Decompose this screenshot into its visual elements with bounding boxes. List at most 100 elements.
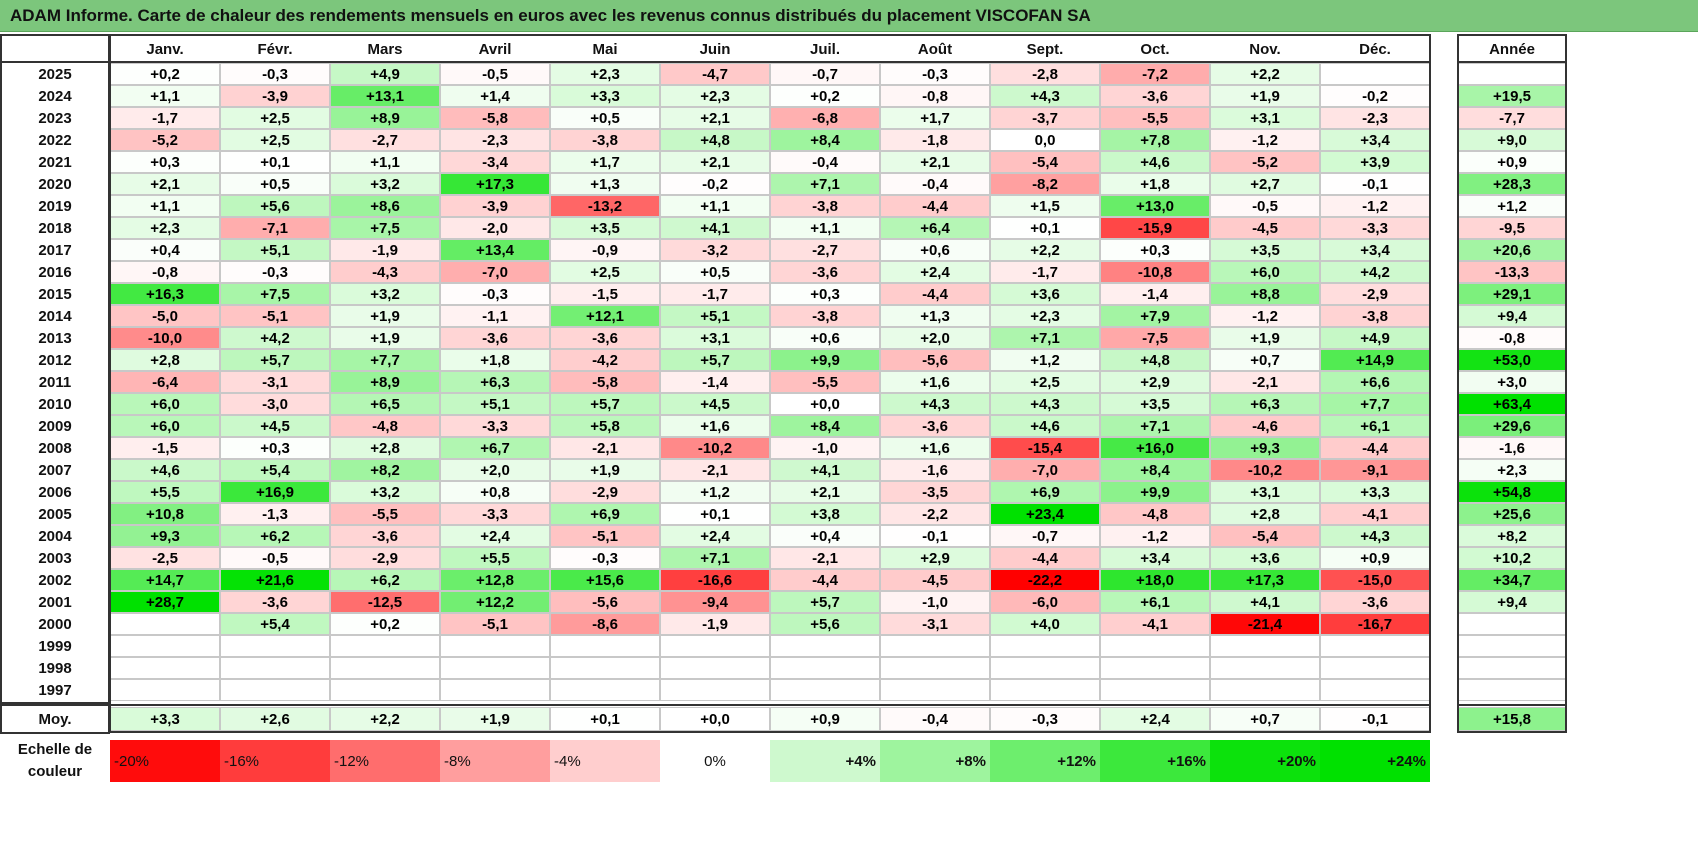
heatmap-cell: +2,1: [110, 173, 220, 195]
heatmap-cell: [880, 635, 990, 657]
heatmap-cell: +9,9: [1100, 481, 1210, 503]
year-label: 2008: [38, 439, 72, 457]
heatmap-cell: -6,8: [770, 107, 880, 129]
annual-cell: +25,6: [1458, 503, 1566, 525]
heatmap-cell: [1210, 635, 1320, 657]
heatmap-cell: +0,2: [110, 63, 220, 85]
heatmap-cell: +6,0: [110, 393, 220, 415]
annual-cell: +34,7: [1458, 569, 1566, 591]
heatmap-cell: +5,7: [550, 393, 660, 415]
heatmap-cell: -5,1: [440, 613, 550, 635]
average-cell: +0,0: [660, 707, 770, 731]
heatmap-cell: -4,4: [1320, 437, 1430, 459]
annual-cell: +3,0: [1458, 371, 1566, 393]
heatmap-cell: -3,6: [550, 327, 660, 349]
annual-cell: +19,5: [1458, 85, 1566, 107]
heatmap-cell: -5,4: [990, 151, 1100, 173]
heatmap-cell: +0,5: [550, 107, 660, 129]
year-label: 2022: [38, 131, 72, 149]
heatmap-cell: -3,6: [770, 261, 880, 283]
header-separator: [0, 61, 1430, 63]
color-scale-step: -8%: [440, 740, 550, 782]
heatmap-cell: +2,9: [880, 547, 990, 569]
heatmap-cell: -2,3: [440, 129, 550, 151]
heatmap-cell: +7,8: [1100, 129, 1210, 151]
heatmap-cell: +1,1: [770, 217, 880, 239]
year-label: 2012: [38, 351, 72, 369]
annual-cell: +9,4: [1458, 305, 1566, 327]
heatmap-cell: -8,2: [990, 173, 1100, 195]
heatmap-cell: +8,2: [330, 459, 440, 481]
column-header: Mars: [330, 36, 440, 62]
heatmap-cell: -3,0: [220, 393, 330, 415]
year-label: 2001: [38, 593, 72, 611]
heatmap-cell: -4,3: [330, 261, 440, 283]
heatmap-cell: -1,2: [1100, 525, 1210, 547]
heatmap-cell: -9,1: [1320, 459, 1430, 481]
heatmap-cell: +12,2: [440, 591, 550, 613]
annual-average-separator: [1458, 704, 1566, 706]
heatmap-cell: [220, 679, 330, 701]
heatmap-cell: -3,7: [990, 107, 1100, 129]
heatmap-cell: +0,5: [660, 261, 770, 283]
year-label: 2004: [38, 527, 72, 545]
year-label: 2002: [38, 571, 72, 589]
heatmap-cell: +16,0: [1100, 437, 1210, 459]
heatmap-cell: +1,9: [1210, 327, 1320, 349]
heatmap-cell: +1,6: [880, 371, 990, 393]
heatmap-cell: -15,4: [990, 437, 1100, 459]
heatmap-cell: +1,2: [660, 481, 770, 503]
heatmap-cell: -1,4: [660, 371, 770, 393]
heatmap-cell: +4,9: [330, 63, 440, 85]
annual-cell: [1458, 679, 1566, 701]
heatmap-cell: +5,4: [220, 459, 330, 481]
column-header: Avril: [440, 36, 550, 62]
heatmap-cell: -3,1: [880, 613, 990, 635]
average-label: Moy.: [38, 710, 72, 728]
annual-cell: +63,4: [1458, 393, 1566, 415]
heatmap-cell: -2,1: [770, 547, 880, 569]
heatmap-cell: +0,6: [880, 239, 990, 261]
heatmap-cell: -5,8: [550, 371, 660, 393]
heatmap-cell: -2,9: [1320, 283, 1430, 305]
column-header: Sept.: [990, 36, 1100, 62]
color-scale-step: +12%: [990, 740, 1100, 782]
color-scale-step: -16%: [220, 740, 330, 782]
column-header: Juin: [660, 36, 770, 62]
heatmap-cell: [550, 657, 660, 679]
heatmap-cell: +8,9: [330, 371, 440, 393]
heatmap-cell: +7,1: [990, 327, 1100, 349]
heatmap-cell: +2,4: [440, 525, 550, 547]
year-label: 2015: [38, 285, 72, 303]
heatmap-cell: -2,5: [110, 547, 220, 569]
year-label: 2013: [38, 329, 72, 347]
heatmap-cell: -5,2: [1210, 151, 1320, 173]
heatmap-cell: +2,1: [770, 481, 880, 503]
heatmap-cell: +6,2: [330, 569, 440, 591]
heatmap-cell: -0,2: [660, 173, 770, 195]
heatmap-cell: -4,4: [880, 283, 990, 305]
heatmap-cell: -5,1: [550, 525, 660, 547]
heatmap-cell: +3,5: [1100, 393, 1210, 415]
heatmap-cell: [770, 657, 880, 679]
heatmap-cell: -0,3: [220, 63, 330, 85]
heatmap-cell: +3,1: [660, 327, 770, 349]
heatmap-cell: +4,6: [110, 459, 220, 481]
color-scale-step: -4%: [550, 740, 660, 782]
annual-cell: -1,6: [1458, 437, 1566, 459]
heatmap-cell: +4,3: [990, 85, 1100, 107]
heatmap-cell: -3,1: [220, 371, 330, 393]
heatmap-cell: -0,3: [220, 261, 330, 283]
heatmap-cell: -4,6: [1210, 415, 1320, 437]
heatmap-cell: +2,1: [880, 151, 990, 173]
annual-cell: +1,2: [1458, 195, 1566, 217]
average-cell: +2,6: [220, 707, 330, 731]
heatmap-cell: 0,0: [990, 129, 1100, 151]
heatmap-cell: [660, 635, 770, 657]
heatmap-cell: +8,6: [330, 195, 440, 217]
heatmap-cell: [660, 657, 770, 679]
heatmap-cell: -15,9: [1100, 217, 1210, 239]
column-header: Août: [880, 36, 990, 62]
heatmap-cell: [1320, 657, 1430, 679]
year-label: 1998: [38, 659, 72, 677]
